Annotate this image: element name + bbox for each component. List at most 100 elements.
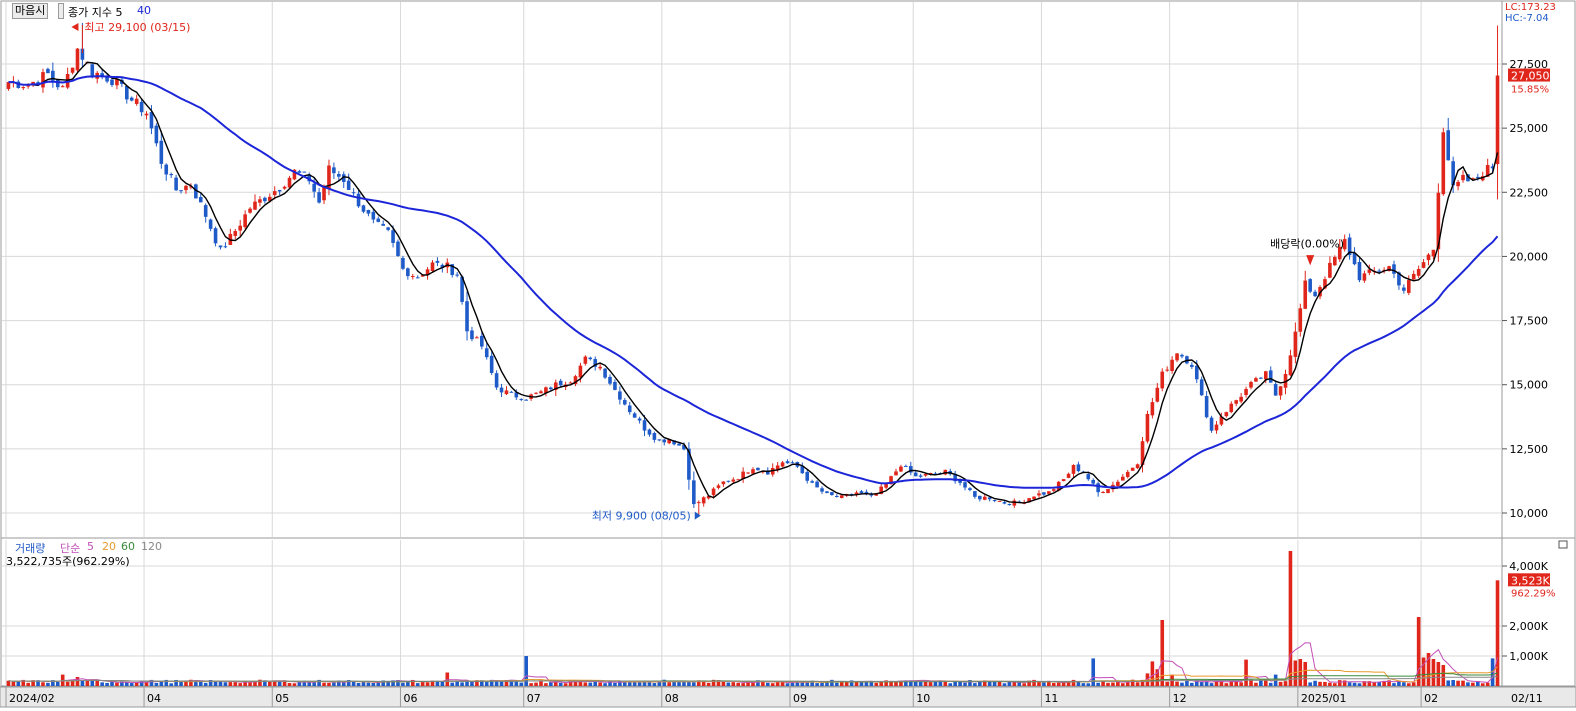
price-candle bbox=[652, 433, 657, 440]
price-candle bbox=[1175, 353, 1179, 361]
price-candle bbox=[765, 470, 770, 475]
price-candle bbox=[632, 413, 637, 418]
price-candle bbox=[1367, 269, 1372, 273]
price-candle bbox=[800, 465, 805, 474]
volume-bar bbox=[795, 681, 800, 686]
volume-bar bbox=[1466, 682, 1470, 686]
volume-bar bbox=[332, 682, 336, 686]
price-candle bbox=[1283, 373, 1288, 388]
price-candle bbox=[450, 264, 455, 275]
price-candle bbox=[267, 196, 272, 201]
current-change-label: 15.85% bbox=[1511, 85, 1549, 96]
price-candle bbox=[361, 205, 366, 212]
current-volume-label: 3,523K bbox=[1511, 574, 1550, 587]
volume-bar bbox=[1056, 682, 1061, 686]
volume-bar bbox=[1199, 682, 1204, 686]
volume-bar bbox=[529, 683, 533, 686]
volume-bar bbox=[815, 683, 819, 686]
price-candle bbox=[524, 399, 528, 401]
volume-bar bbox=[509, 679, 514, 686]
volume-bar bbox=[662, 679, 667, 686]
price-candle bbox=[928, 473, 933, 475]
volume-bar bbox=[958, 681, 962, 686]
volume-bar bbox=[356, 682, 361, 686]
volume-bar bbox=[272, 680, 277, 686]
price-candle bbox=[322, 186, 326, 201]
volume-bar bbox=[386, 681, 390, 686]
price-candle bbox=[1165, 369, 1169, 371]
price-candle bbox=[371, 211, 376, 220]
price-candle bbox=[105, 76, 109, 82]
volume-bar bbox=[1392, 683, 1396, 686]
volume-bar bbox=[1283, 681, 1288, 686]
volume-bar bbox=[494, 680, 499, 686]
chart-toggle-button[interactable]: 마음시 bbox=[12, 3, 49, 19]
price-candle bbox=[6, 82, 11, 89]
volume-bar bbox=[420, 681, 425, 686]
price-candle bbox=[475, 337, 479, 339]
volume-bar bbox=[549, 682, 553, 686]
price-candle bbox=[1229, 403, 1234, 413]
volume-bar bbox=[100, 682, 104, 686]
volume-bar bbox=[95, 680, 100, 686]
volume-bar bbox=[770, 683, 775, 686]
volume-bar bbox=[849, 680, 854, 686]
price-candle bbox=[1268, 370, 1273, 383]
price-candle bbox=[958, 479, 962, 483]
price-candle bbox=[667, 439, 671, 444]
volume-bar bbox=[844, 682, 849, 686]
price-candle bbox=[198, 197, 203, 203]
price-candle bbox=[223, 246, 228, 248]
volume-bar bbox=[223, 682, 228, 686]
volume-bar bbox=[667, 682, 671, 686]
price-candle bbox=[558, 380, 563, 386]
volume-bar bbox=[267, 681, 272, 686]
chart-menu-button[interactable] bbox=[58, 3, 64, 19]
price-candle bbox=[859, 491, 864, 494]
volume-bar bbox=[1130, 679, 1135, 686]
volume-bar bbox=[1234, 681, 1239, 686]
volume-bar bbox=[1239, 682, 1243, 686]
price-candle bbox=[588, 357, 593, 360]
volume-bar bbox=[139, 680, 144, 686]
price-candle bbox=[139, 101, 144, 113]
price-candle bbox=[1451, 161, 1455, 186]
volume-bar bbox=[1106, 682, 1110, 686]
price-candle bbox=[169, 174, 173, 176]
volume-bar bbox=[1372, 682, 1377, 686]
price-candle bbox=[1032, 496, 1036, 500]
volume-bar bbox=[1007, 681, 1012, 686]
price-candle bbox=[761, 471, 765, 473]
volume-bar bbox=[598, 682, 602, 686]
price-candle bbox=[1431, 249, 1436, 257]
price-candle bbox=[1214, 424, 1219, 431]
volume-bar bbox=[110, 681, 114, 686]
lc-label: LC:173.23 bbox=[1505, 2, 1556, 13]
price-candle bbox=[297, 171, 302, 173]
volume-bar bbox=[238, 683, 243, 686]
volume-bar bbox=[184, 680, 188, 686]
volume-bar bbox=[603, 683, 607, 686]
price-candle bbox=[1002, 502, 1007, 504]
price-candle bbox=[1436, 192, 1441, 250]
price-candle bbox=[263, 197, 267, 202]
volume-bar bbox=[751, 682, 755, 686]
price-candle bbox=[889, 476, 893, 485]
price-candle bbox=[1397, 272, 1401, 286]
volume-bar bbox=[302, 680, 307, 686]
volume-bar bbox=[435, 680, 440, 686]
volume-bar bbox=[756, 680, 760, 686]
volume-bar bbox=[618, 681, 622, 686]
vol-y-tick-label: 1,000K bbox=[1509, 650, 1548, 663]
volume-ma-120: 120 bbox=[141, 540, 162, 553]
price-candle bbox=[125, 85, 129, 100]
volume-bar bbox=[1076, 681, 1081, 686]
price-candle bbox=[692, 480, 696, 505]
price-candle bbox=[430, 262, 435, 272]
x-tick-label: 02 bbox=[1424, 692, 1438, 705]
volume-bar bbox=[1037, 681, 1041, 686]
price-candle bbox=[1190, 364, 1194, 367]
volume-bar bbox=[1096, 682, 1100, 686]
